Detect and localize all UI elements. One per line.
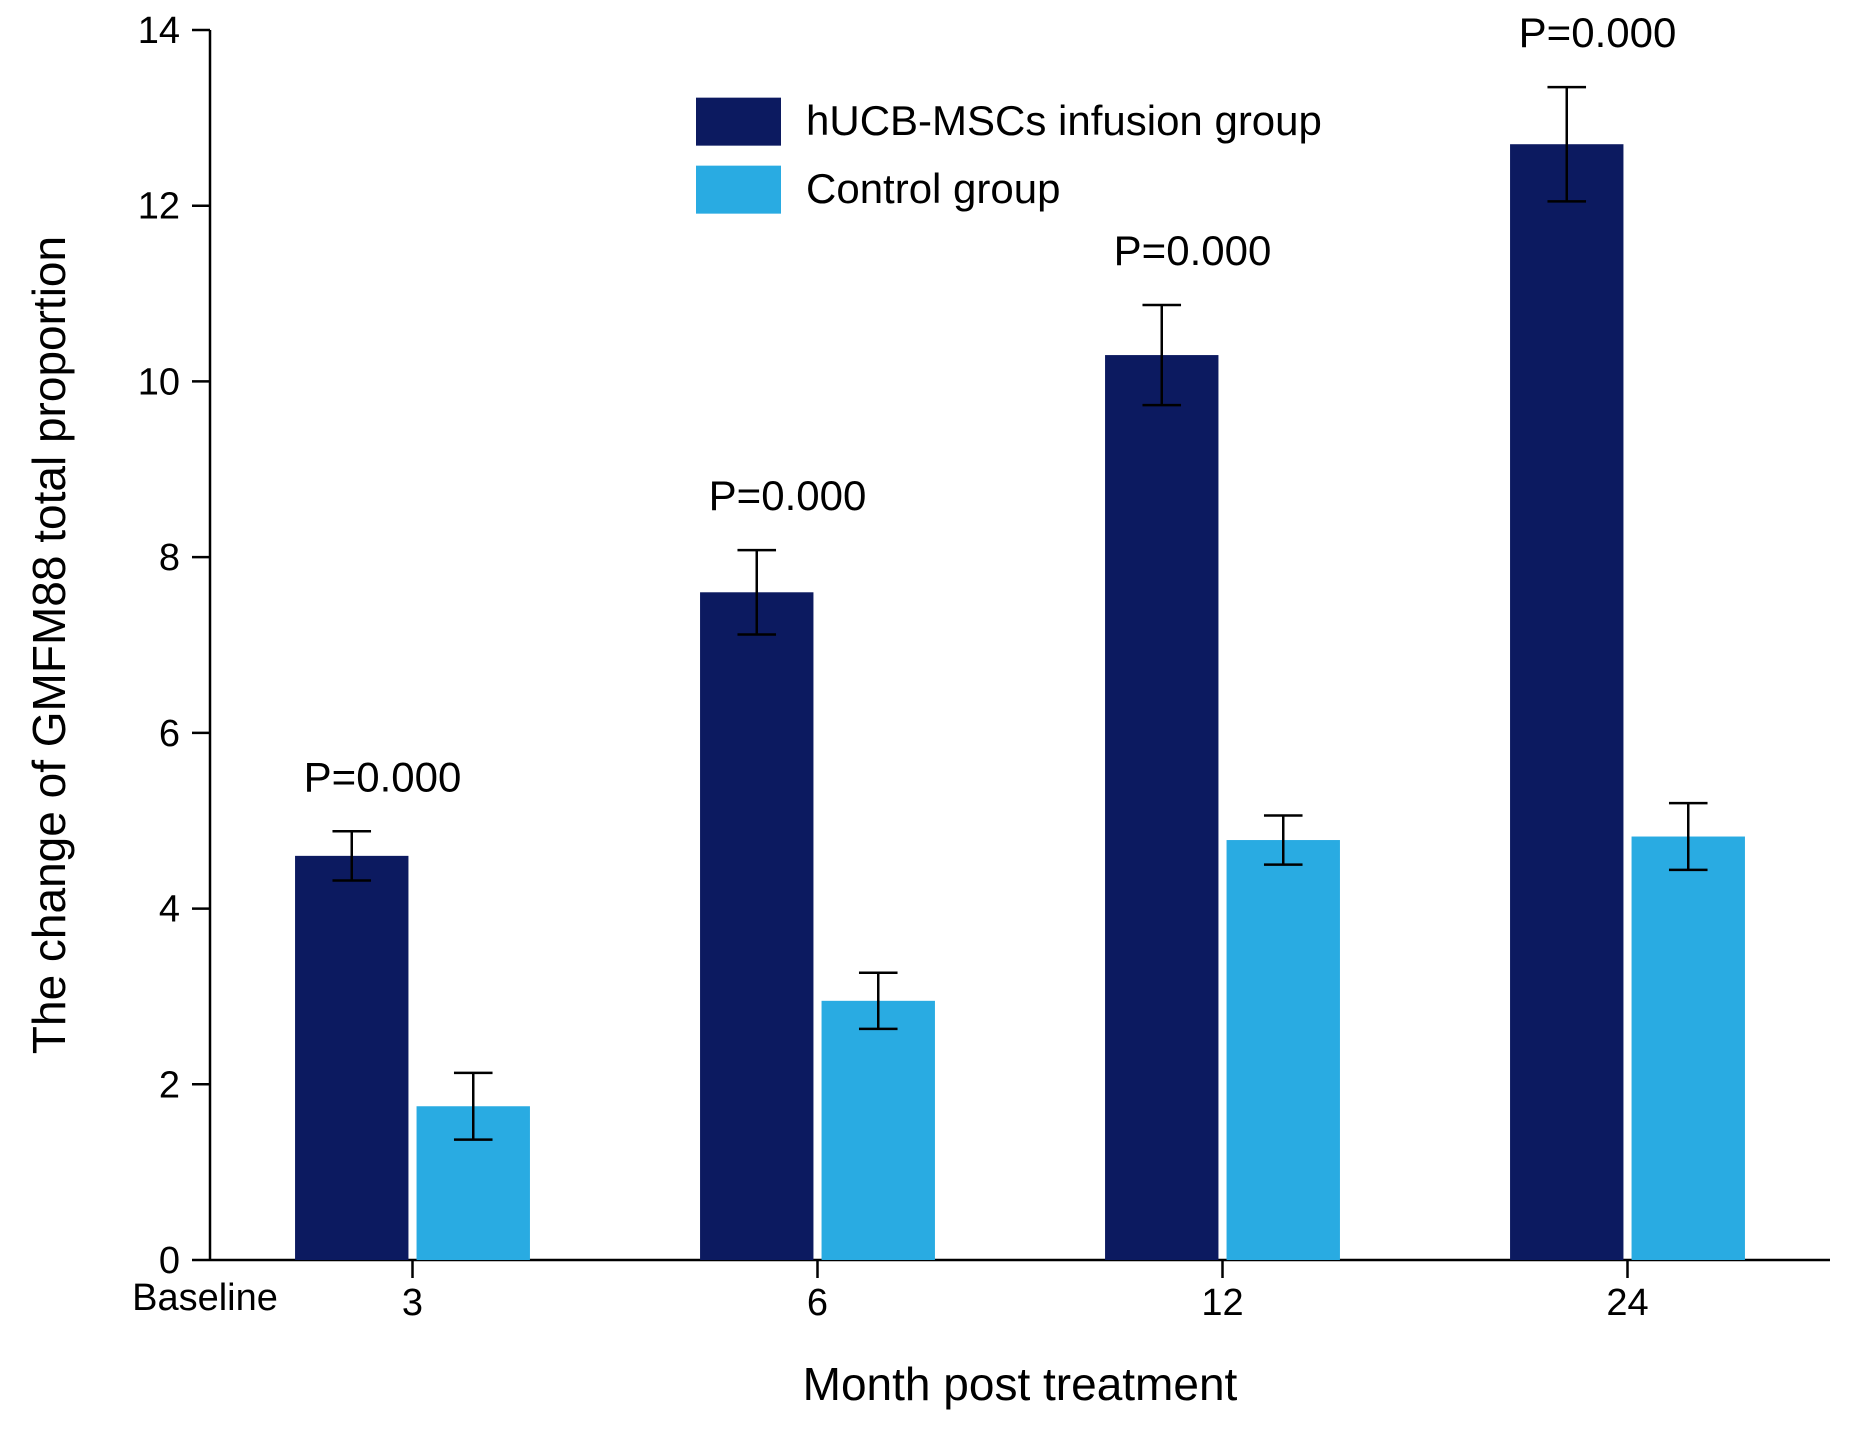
legend-swatch xyxy=(696,98,781,146)
p-value-label: P=0.000 xyxy=(1114,227,1272,274)
bar xyxy=(295,856,408,1260)
legend-label: hUCB-MSCs infusion group xyxy=(806,97,1322,144)
y-tick-label: 2 xyxy=(159,1064,180,1106)
y-tick-label: 8 xyxy=(159,537,180,579)
y-tick-label: 0 xyxy=(159,1240,180,1282)
bar xyxy=(1510,144,1623,1260)
p-value-label: P=0.000 xyxy=(304,753,462,800)
legend-swatch xyxy=(696,166,781,214)
y-tick-label: 6 xyxy=(159,713,180,755)
p-value-label: P=0.000 xyxy=(1519,9,1677,56)
x-tick-label: 12 xyxy=(1201,1282,1243,1324)
x-axis-title: Month post treatment xyxy=(803,1358,1238,1410)
x-tick-label: 24 xyxy=(1606,1282,1648,1324)
bar xyxy=(1632,837,1745,1260)
bar xyxy=(700,592,813,1260)
p-value-label: P=0.000 xyxy=(709,472,867,519)
y-axis-title: The change of GMFM88 total proportion xyxy=(23,236,75,1054)
y-tick-label: 4 xyxy=(159,889,180,931)
bar xyxy=(822,1001,935,1260)
bar xyxy=(1105,355,1218,1260)
bar xyxy=(1227,840,1340,1260)
x-tick-label: 6 xyxy=(807,1282,828,1324)
x-tick-label: 3 xyxy=(402,1282,423,1324)
bar-chart: 02468101214Baseline361224P=0.000P=0.000P… xyxy=(0,0,1860,1445)
y-tick-label: 10 xyxy=(138,361,180,403)
y-tick-label: 14 xyxy=(138,10,180,52)
legend-label: Control group xyxy=(806,165,1060,212)
chart-container: 02468101214Baseline361224P=0.000P=0.000P… xyxy=(0,0,1860,1445)
x-origin-label: Baseline xyxy=(132,1277,278,1319)
y-tick-label: 12 xyxy=(138,186,180,228)
